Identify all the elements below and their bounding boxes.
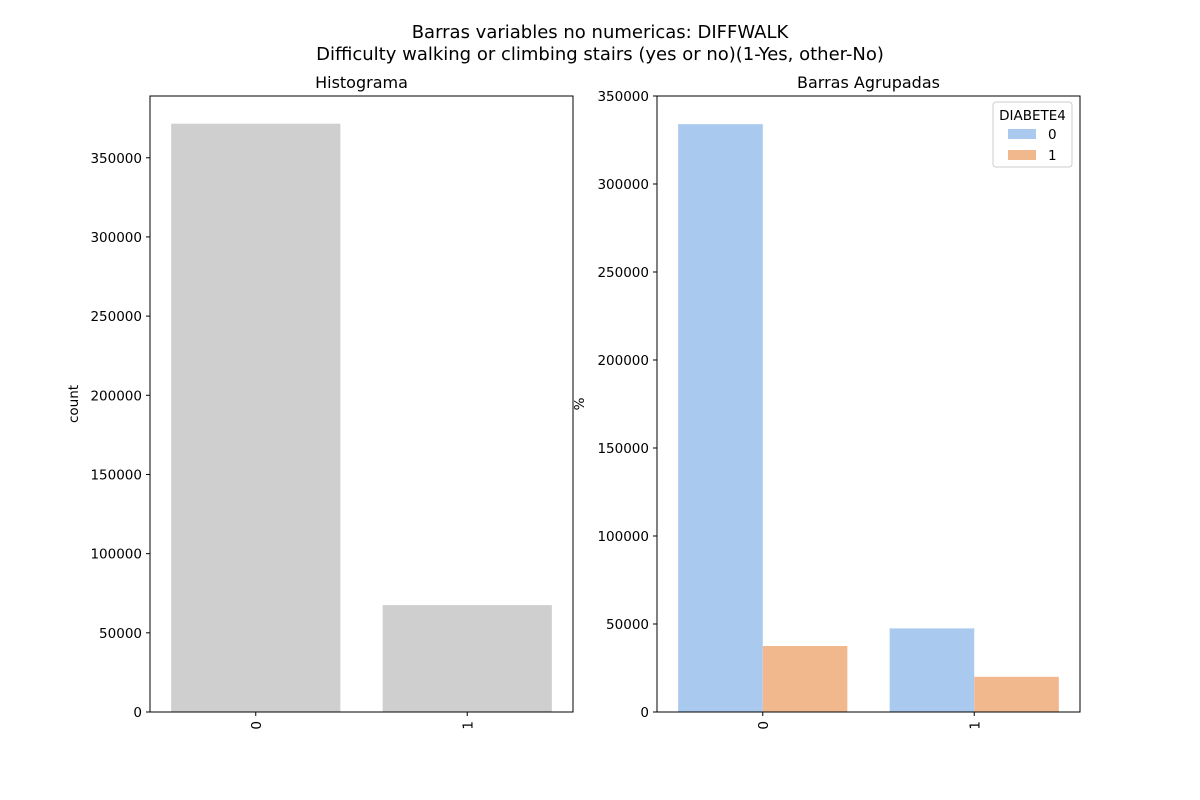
y-tick-label: 200000 <box>597 353 649 369</box>
y-tick-label: 250000 <box>90 309 142 325</box>
legend-label-0: 0 <box>1048 127 1057 143</box>
histogram-chart: 0 50000 100000 150000 200000 250000 300000 3500… <box>66 73 574 730</box>
y-tick-label: 300000 <box>90 230 142 246</box>
y-tick-label: 250000 <box>597 265 649 281</box>
x-tick-label: 1 <box>460 721 476 730</box>
y-tick-label: 50000 <box>606 617 649 633</box>
y-tick-label: 50000 <box>99 626 142 642</box>
x-tick-label: 0 <box>756 721 772 730</box>
axes-frame <box>656 95 1081 713</box>
y-tick-label: 350000 <box>90 151 142 167</box>
bar-series-1-cat-1 <box>974 676 1059 712</box>
y-tick-label: 100000 <box>90 547 142 563</box>
y-tick-label: 150000 <box>90 467 142 483</box>
legend-label-1: 1 <box>1048 148 1057 164</box>
bar-cat-1 <box>382 605 552 712</box>
y-tick-label: 150000 <box>597 441 649 457</box>
y-axis-label: count <box>66 385 82 423</box>
bar-cat-0 <box>171 123 341 712</box>
y-tick-label: 100000 <box>597 529 649 545</box>
grouped-bar-chart: 0 50000 100000 150000 200000 250000 300000 3500… <box>572 73 1081 730</box>
y-tick-label: 300000 <box>597 177 649 193</box>
x-tick-label: 0 <box>249 721 265 730</box>
y-axis-label: % <box>572 397 588 410</box>
y-tick-label: 0 <box>133 705 142 721</box>
y-tick-label: 0 <box>640 705 649 721</box>
legend-swatch-0 <box>1008 129 1036 139</box>
figure-title-line1: Barras variables no numericas: DIFFWALK <box>412 22 790 43</box>
x-tick-label: 1 <box>967 721 983 730</box>
y-tick-label: 200000 <box>90 388 142 404</box>
legend-swatch-1 <box>1008 150 1036 160</box>
axes-title: Barras Agrupadas <box>797 73 940 92</box>
legend-title: DIABETE4 <box>999 108 1066 124</box>
axes-title: Histograma <box>315 73 408 92</box>
y-tick-label: 350000 <box>597 89 649 105</box>
axes-frame <box>149 95 574 713</box>
figure-title-line2: Difficulty walking or climbing stairs (y… <box>316 44 884 65</box>
bar-series-1-cat-0 <box>762 646 848 712</box>
bar-series-0-cat-1 <box>889 628 975 712</box>
bar-series-0-cat-0 <box>678 124 763 712</box>
